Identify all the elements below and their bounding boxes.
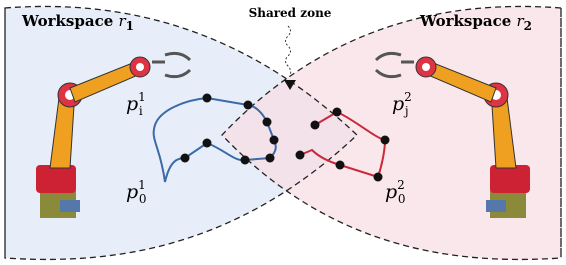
- waypoint: [241, 156, 250, 165]
- base-joint: [36, 165, 76, 193]
- label: Workspace: [419, 12, 511, 30]
- base-joint: [490, 165, 530, 193]
- symbol: p: [126, 181, 138, 203]
- wrist-hub: [136, 63, 144, 71]
- symbol: p: [126, 93, 138, 115]
- waypoint: [336, 161, 345, 170]
- waypoint: [381, 136, 390, 145]
- sup: 1: [138, 178, 146, 192]
- waypoint: [203, 94, 212, 103]
- sub: i: [139, 104, 143, 118]
- shared-zone-pointer: [286, 26, 291, 76]
- base-detail: [486, 200, 506, 212]
- sup: 2: [397, 178, 405, 192]
- symbol: p: [385, 181, 397, 203]
- shared-zone-label: Shared zone: [249, 6, 332, 20]
- index: 2: [524, 19, 532, 33]
- sub: 0: [398, 192, 406, 206]
- symbol: p: [392, 93, 404, 115]
- waypoint: [181, 154, 190, 163]
- workspace-1-label: Workspace r1: [21, 12, 134, 33]
- waypoint: [374, 173, 383, 182]
- waypoint: [311, 121, 320, 130]
- workspace-2-label: Workspace r2: [419, 12, 532, 33]
- index: 1: [126, 19, 134, 33]
- wrist-hub: [422, 63, 430, 71]
- regions: [5, 6, 561, 259]
- waypoint: [244, 101, 253, 110]
- diagram: Workspace r1 Workspace r2 Shared zone: [0, 0, 566, 265]
- waypoint: [296, 151, 305, 160]
- base-detail: [60, 200, 80, 212]
- sup: 1: [138, 90, 146, 104]
- sup: 2: [404, 90, 412, 104]
- waypoint: [203, 139, 212, 148]
- label: Workspace: [21, 12, 113, 30]
- sub: 0: [139, 192, 147, 206]
- waypoint: [266, 154, 275, 163]
- waypoint: [270, 136, 279, 145]
- waypoint: [333, 108, 342, 117]
- waypoint: [263, 118, 272, 127]
